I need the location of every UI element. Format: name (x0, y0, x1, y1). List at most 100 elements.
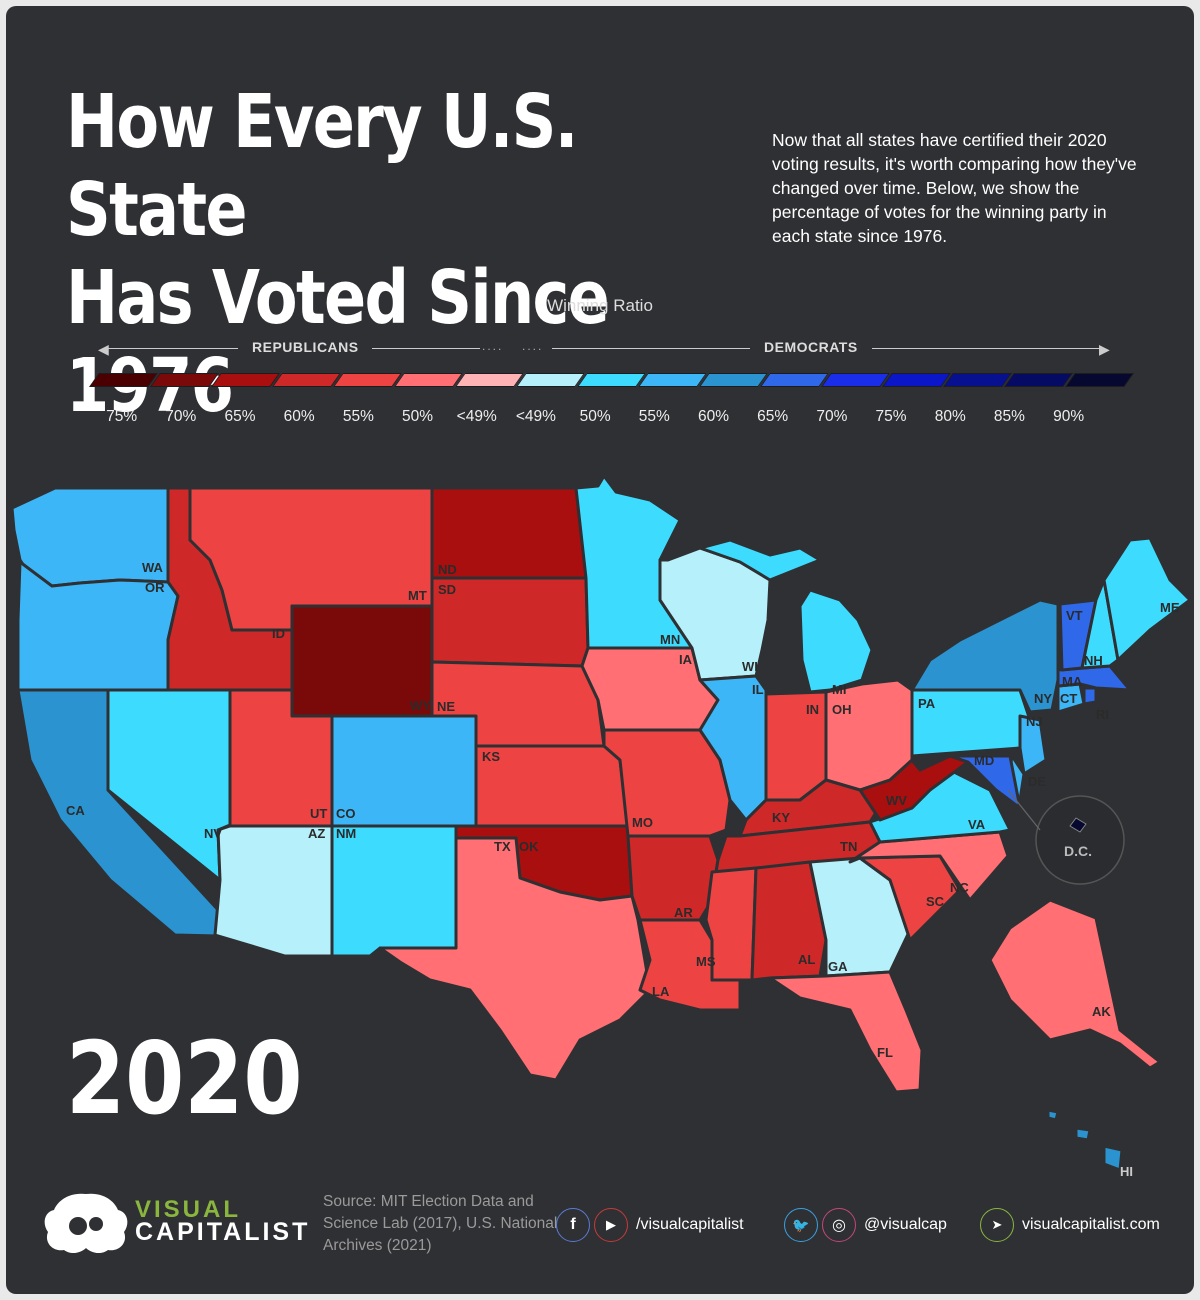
state-ri (1082, 686, 1098, 706)
label-al: AL (798, 952, 815, 967)
logo-text-visual: VISUAL (135, 1196, 242, 1223)
label-ri: RI (1096, 707, 1109, 722)
visual-capitalist-logo-icon (44, 1193, 128, 1254)
label-pa: PA (918, 696, 936, 711)
state-mi (698, 538, 874, 694)
label-de: DE (1028, 774, 1046, 789)
legend-percent-label: 60% (697, 408, 729, 425)
legend-dots: .... (522, 339, 544, 353)
intro-text: Now that all states have certified their… (772, 130, 1137, 246)
state-hi (1046, 1108, 1124, 1172)
label-dc: D.C. (1064, 843, 1092, 859)
logo-text-capitalist: CAPITALIST (135, 1218, 311, 1246)
label-nv: NV (204, 826, 222, 841)
dc-inset-circle (1035, 795, 1125, 885)
label-ma: MA (1062, 674, 1083, 689)
arrow-right-icon: ▶ (1099, 341, 1110, 357)
label-ar: AR (674, 905, 693, 920)
twitter-icon[interactable]: 🐦 (784, 1208, 818, 1242)
label-va: VA (968, 817, 986, 832)
label-ms: MS (696, 954, 716, 969)
label-ct: CT (1060, 691, 1077, 706)
label-az: AZ (308, 826, 325, 841)
legend-percent-label: 55% (638, 408, 670, 425)
label-sd: SD (438, 582, 456, 597)
legend-percent-label: 55% (342, 408, 374, 425)
legend-percent-label: <49% (456, 408, 497, 425)
label-hi: HI (1120, 1164, 1133, 1179)
label-wi: WI (742, 659, 758, 674)
legend-percent-label: 65% (224, 408, 256, 425)
label-la: LA (652, 984, 670, 999)
facebook-icon[interactable]: f (556, 1208, 590, 1242)
website-group[interactable]: ➤ visualcapitalist.com (980, 1207, 1160, 1243)
legend-percent-label: 60% (283, 408, 315, 425)
social-twitter-group[interactable]: 🐦 ◎ @visualcap (784, 1207, 947, 1243)
label-wa: WA (142, 560, 164, 575)
state-la (638, 918, 742, 1012)
label-wy: WY (410, 698, 431, 713)
legend-percent-label: 70% (165, 408, 197, 425)
legend-title: Winning Ratio (547, 296, 653, 315)
state-az (213, 824, 334, 958)
arrow-left-icon: ◀ (98, 341, 109, 357)
website-link[interactable]: visualcapitalist.com (1022, 1216, 1160, 1233)
state-fl (768, 970, 924, 1094)
label-mi: MI (832, 682, 846, 697)
video-handle-link[interactable]: /visualcapitalist (636, 1216, 744, 1233)
legend-percent-label: 80% (934, 408, 966, 425)
legend-percent-label: 90% (1053, 408, 1085, 425)
social-handle-link[interactable]: @visualcap (864, 1216, 947, 1233)
legend-dots: .... (482, 339, 504, 353)
state-dc (1069, 817, 1087, 833)
legend-percent-label: 65% (757, 408, 789, 425)
legend-percent-label: 50% (579, 408, 611, 425)
legend-percent-label: 85% (993, 408, 1025, 425)
legend-arrow-line (552, 348, 750, 349)
label-sc: SC (926, 894, 945, 909)
legend-percent-label: 75% (875, 408, 907, 425)
label-mo: MO (632, 815, 653, 830)
social-video-group[interactable]: f ▶ /visualcapitalist (556, 1207, 744, 1243)
legend-percent-labels: 75% 70% 65% 60% 55% 50% <49% <49% 50% 55% 60% 65% 70… (92, 408, 1098, 426)
state-nj (1018, 714, 1048, 776)
label-nh: NH (1084, 653, 1103, 668)
label-id: ID (272, 626, 285, 641)
state-il (698, 674, 768, 822)
label-oh: OH (832, 702, 852, 717)
label-fl: FL (877, 1045, 893, 1060)
state-ny (910, 598, 1060, 714)
label-nc: NC (950, 880, 969, 895)
label-ak: AK (1092, 1004, 1111, 1019)
label-ca: CA (66, 803, 85, 818)
dc-leader-line (1007, 789, 1041, 831)
youtube-icon[interactable]: ▶ (594, 1208, 628, 1242)
legend-percent-label: 50% (402, 408, 434, 425)
year-label: 2020 (66, 1020, 303, 1137)
label-in: IN (806, 702, 819, 717)
instagram-icon[interactable]: ◎ (822, 1208, 856, 1242)
label-ne: NE (437, 699, 455, 714)
label-vt: VT (1066, 608, 1083, 623)
label-tn: TN (840, 839, 857, 854)
state-ak (988, 898, 1162, 1070)
legend-democrats-label: DEMOCRATS (764, 339, 858, 355)
label-tx: TX (494, 839, 511, 854)
label-mt: MT (408, 588, 427, 603)
label-ok: OK (519, 839, 539, 854)
state-md (948, 754, 1022, 810)
label-wv: WV (886, 793, 907, 808)
label-ny: NY (1034, 691, 1052, 706)
title-line-1: How Every U.S. State (66, 79, 578, 253)
cursor-icon[interactable]: ➤ (980, 1208, 1014, 1242)
legend-percent-label: 70% (816, 408, 848, 425)
state-nm (330, 824, 458, 958)
state-nh (1080, 578, 1120, 670)
label-nm: NM (336, 826, 356, 841)
source-text: Source: MIT Election Data and Science La… (323, 1193, 558, 1254)
state-tx (378, 836, 652, 1082)
label-nj: NJ (1026, 714, 1043, 729)
label-nd: ND (438, 562, 457, 577)
label-co: CO (336, 806, 356, 821)
